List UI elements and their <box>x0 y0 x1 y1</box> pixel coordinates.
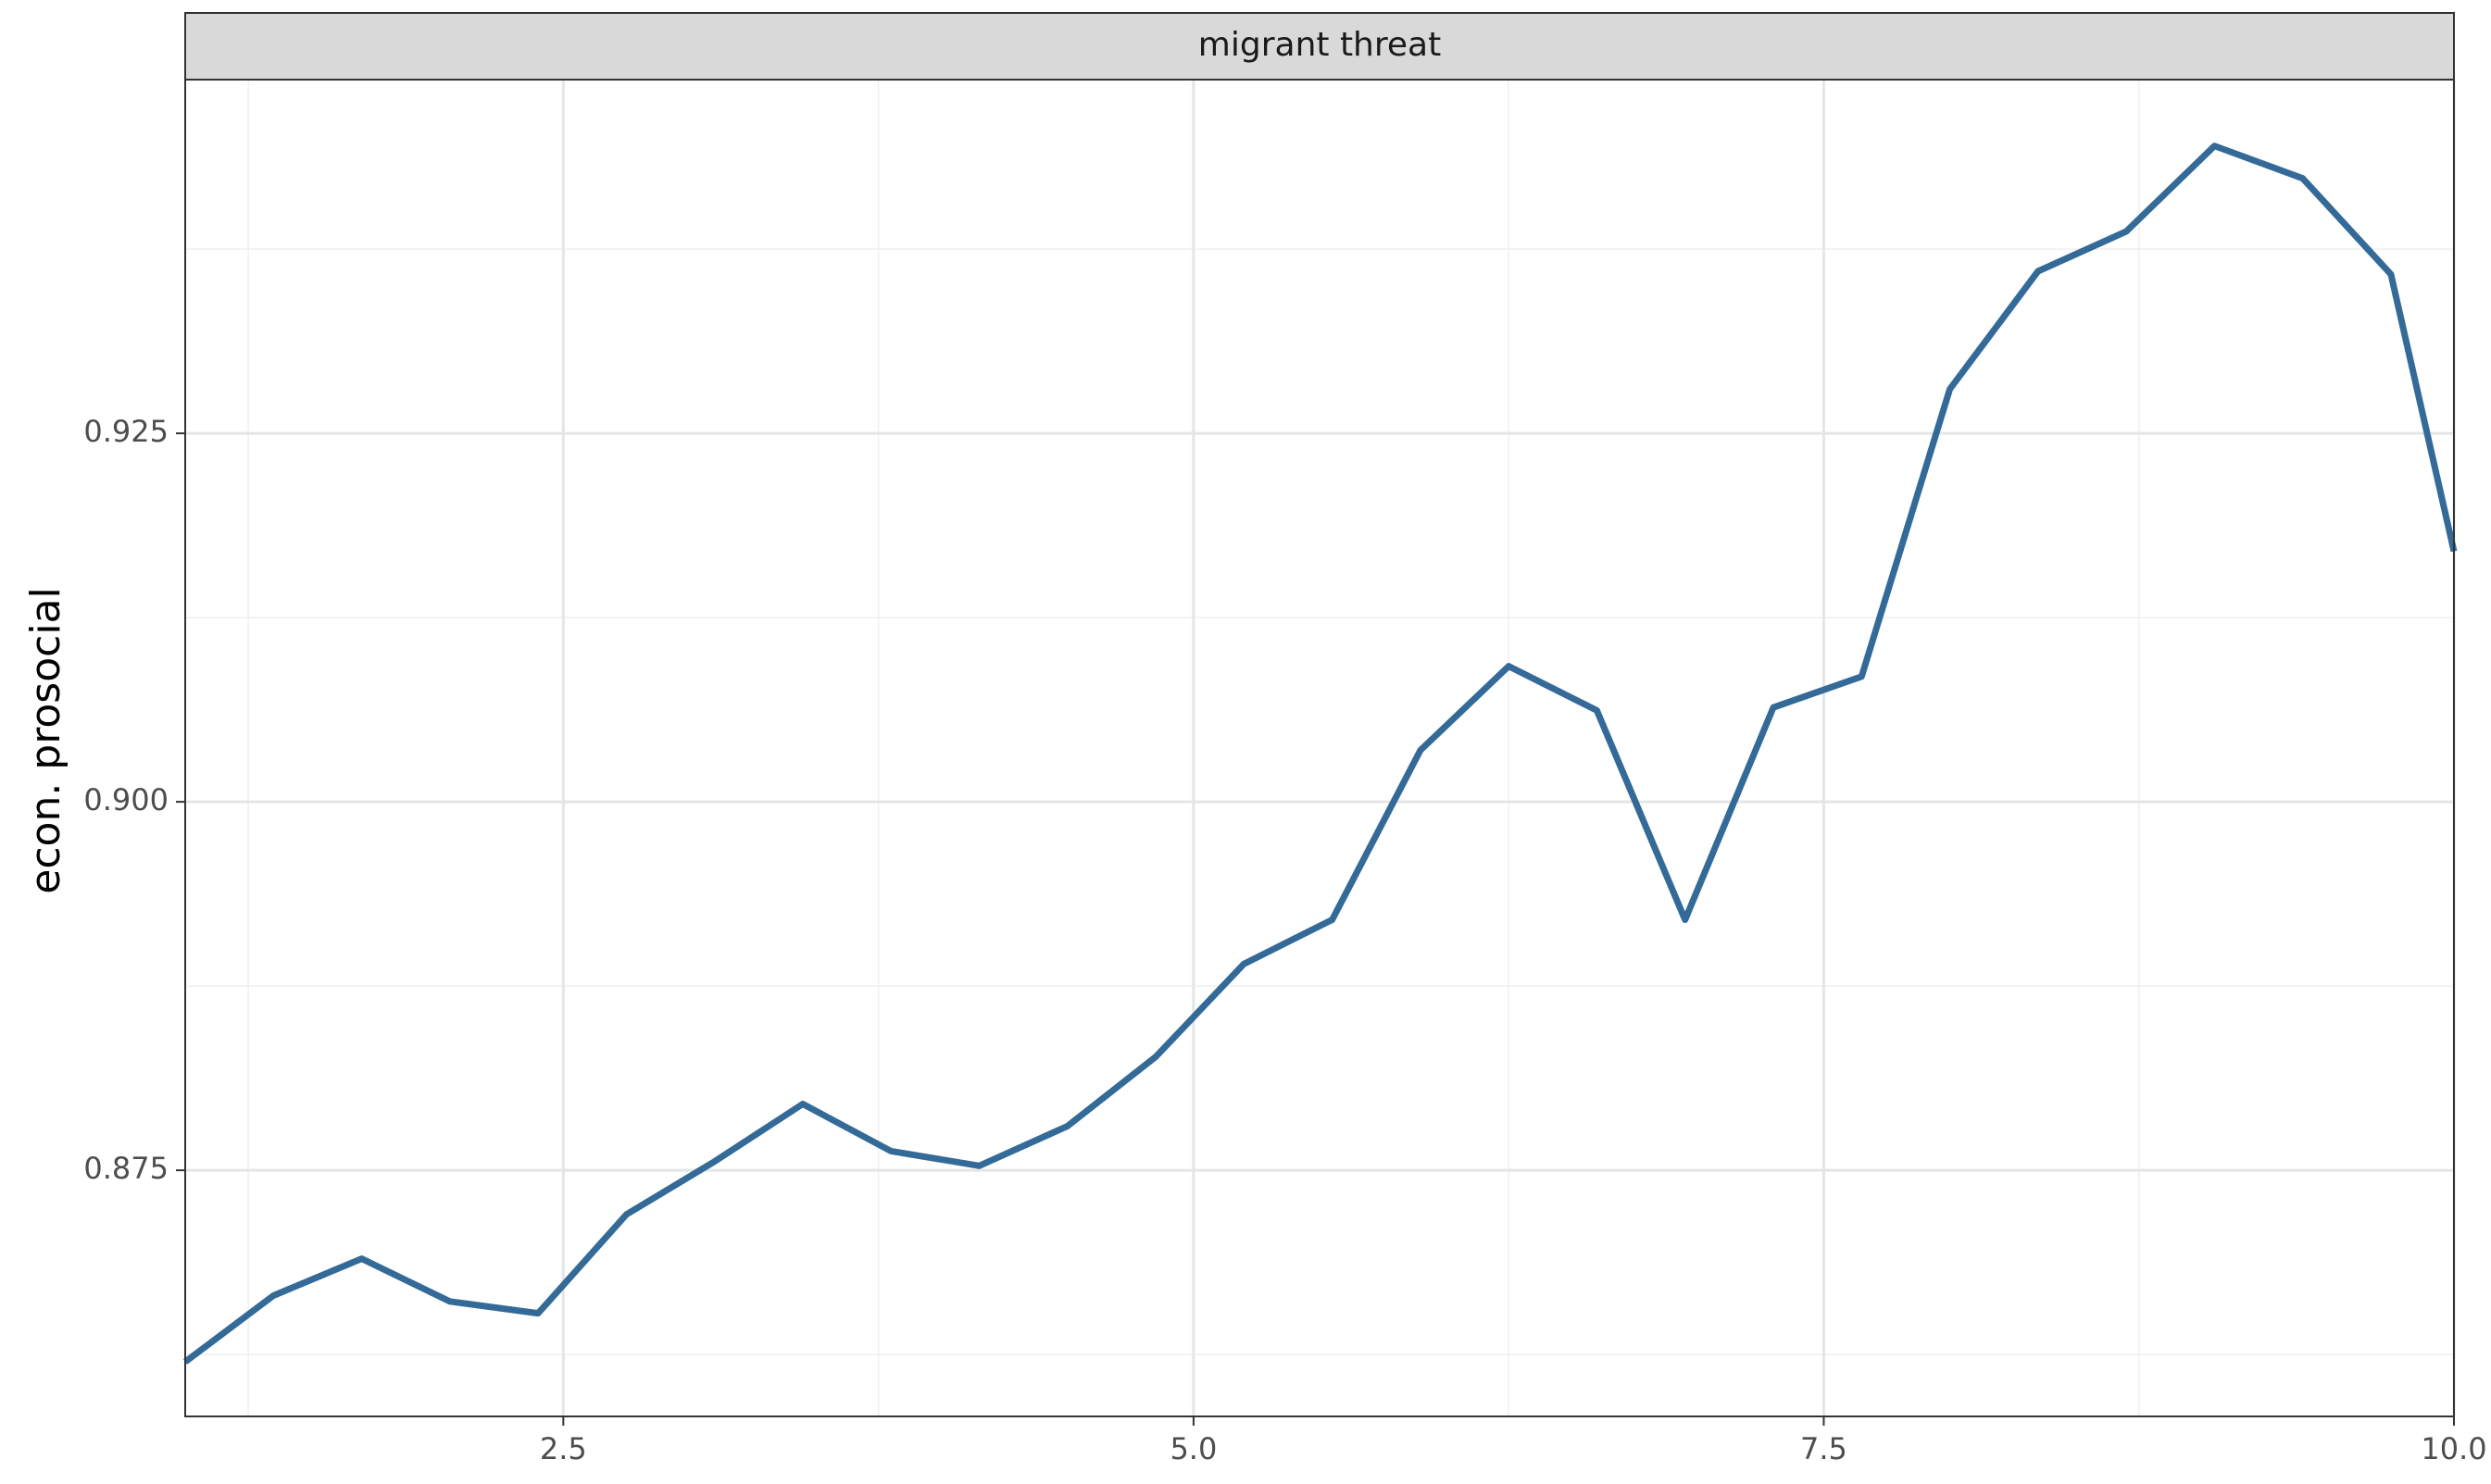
panel-background <box>185 80 2454 1416</box>
y-tick-label: 0.900 <box>83 782 169 817</box>
y-axis: 0.875 0.900 0.925 <box>83 414 185 1186</box>
y-tick-label: 0.925 <box>83 414 169 449</box>
series-line-0 <box>182 143 2458 1365</box>
facet-strip-label: migrant threat <box>1198 26 1441 64</box>
series-lines <box>182 143 2458 1365</box>
grid-lines <box>185 80 2456 1416</box>
x-tick-label: 5.0 <box>1170 1431 1217 1466</box>
x-tick-label: 10.0 <box>2421 1431 2486 1466</box>
panel-border <box>184 79 2455 1417</box>
y-tick-label: 0.875 <box>83 1151 169 1186</box>
x-tick-label: 7.5 <box>1800 1431 1847 1466</box>
y-axis-title: econ. prosocial <box>22 587 69 893</box>
x-tick-label: 2.5 <box>540 1431 587 1466</box>
facet-strip <box>184 12 2455 81</box>
x-axis: 2.5 5.0 7.5 10.0 <box>540 1416 2487 1466</box>
